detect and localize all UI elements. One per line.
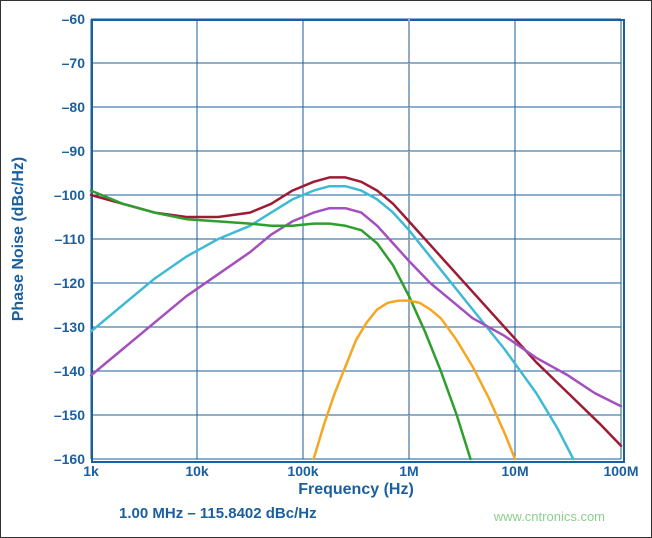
y-tick-label: –70 [35,55,85,71]
y-tick-label: –80 [35,99,85,115]
gridlines [91,19,621,459]
figure-frame: Phase Noise (dBc/Hz) Frequency (Hz) –60 –… [0,0,652,538]
x-axis-label: Frequency (Hz) [298,481,414,499]
x-tick-label: 100M [603,463,638,479]
x-tick-label: 10M [501,463,528,479]
y-axis-label: Phase Noise (dBc/Hz) [10,157,28,321]
y-tick-label: –130 [35,319,85,335]
x-tick-label: 10k [185,463,208,479]
cursor-readout: 1.00 MHz – 115.8402 dBc/Hz [119,505,317,522]
trace-green [91,191,470,459]
y-tick-label: –150 [35,407,85,423]
x-tick-label: 1M [399,463,418,479]
y-tick-label: –160 [35,451,85,467]
y-tick-label: –100 [35,187,85,203]
y-tick-label: –60 [35,11,85,27]
series-group [91,177,621,459]
y-tick-label: –110 [35,231,85,247]
phase-noise-chart [91,19,621,459]
x-tick-label: 1k [83,463,99,479]
trace-maroon [91,177,621,445]
trace-purple [91,208,621,406]
watermark-text: www.cntronics.com [494,509,605,524]
x-tick-label: 100k [287,463,318,479]
y-tick-label: –120 [35,275,85,291]
y-tick-label: –140 [35,363,85,379]
y-tick-label: –90 [35,143,85,159]
